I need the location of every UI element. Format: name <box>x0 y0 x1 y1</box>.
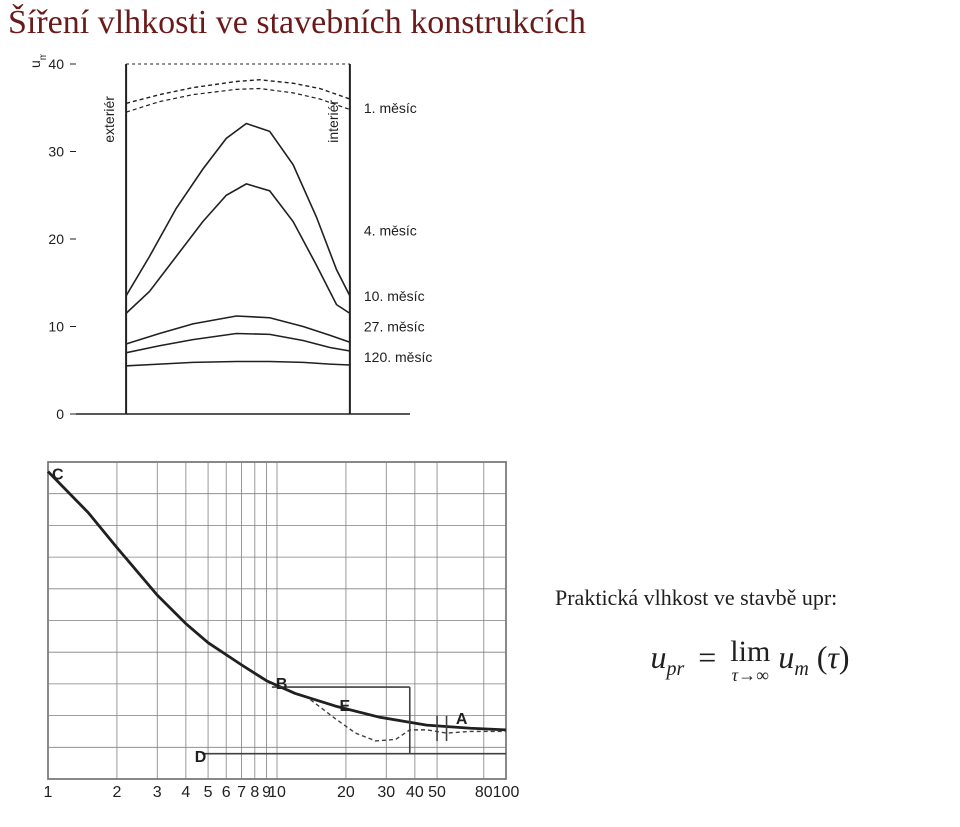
svg-text:10: 10 <box>48 319 64 335</box>
svg-text:1. měsíc: 1. měsíc <box>364 100 417 116</box>
svg-text:E: E <box>339 698 350 715</box>
svg-text:20: 20 <box>337 784 355 801</box>
svg-text:50: 50 <box>428 784 446 801</box>
svg-text:120. měsíc: 120. měsíc <box>364 349 432 365</box>
svg-text:27. měsíc: 27. měsíc <box>364 319 425 335</box>
svg-text:4. měsíc: 4. měsíc <box>364 222 417 238</box>
svg-text:0: 0 <box>56 406 64 422</box>
svg-text:6: 6 <box>222 784 231 801</box>
svg-text:8: 8 <box>250 784 259 801</box>
svg-text:30: 30 <box>377 784 395 801</box>
svg-text:30: 30 <box>48 144 64 160</box>
moisture-profile-chart: 010203040um (%)exteriérinteriér1. měsíc4… <box>20 54 520 434</box>
formula-equation: upr = lim τ→∞ um (τ) <box>555 635 945 686</box>
formula-block: Praktická vlhkost ve stavbě upr: upr = l… <box>555 585 945 686</box>
svg-text:7: 7 <box>237 784 246 801</box>
svg-text:4: 4 <box>181 784 190 801</box>
eq-lhs-sub: pr <box>666 658 684 680</box>
eq-rhs-var: u <box>778 639 794 675</box>
svg-text:5: 5 <box>204 784 213 801</box>
eq-lim: lim τ→∞ <box>730 635 770 686</box>
formula-caption-var: u <box>802 585 813 610</box>
eq-arg: τ <box>827 639 838 675</box>
svg-text:10: 10 <box>268 784 286 801</box>
eq-lparen: ( <box>817 639 828 675</box>
page-title: Šíření vlhkosti ve stavebních konstrukcí… <box>8 4 586 42</box>
svg-text:20: 20 <box>48 231 64 247</box>
eq-lim-under: τ→∞ <box>730 665 770 686</box>
eq-lim-word: lim <box>730 635 770 669</box>
svg-text:100: 100 <box>493 784 520 801</box>
svg-text:80: 80 <box>475 784 493 801</box>
svg-text:B: B <box>276 676 288 693</box>
drying-curve-chart: 123456789102030405080100CBEDA <box>20 450 520 815</box>
svg-text:exteriér: exteriér <box>101 96 117 143</box>
formula-caption-text: Praktická vlhkost ve stavbě <box>555 585 802 610</box>
formula-caption: Praktická vlhkost ve stavbě upr: <box>555 585 945 611</box>
eq-equals: = <box>692 639 722 675</box>
svg-text:2: 2 <box>112 784 121 801</box>
eq-rhs-sub: m <box>794 658 808 680</box>
svg-text:A: A <box>456 711 468 728</box>
formula-caption-sub: pr <box>813 585 831 610</box>
svg-text:C: C <box>52 467 64 484</box>
svg-text:3: 3 <box>153 784 162 801</box>
svg-text:um (%): um (%) <box>27 54 49 68</box>
svg-text:1: 1 <box>44 784 53 801</box>
svg-text:10. měsíc: 10. měsíc <box>364 288 425 304</box>
svg-text:40: 40 <box>48 56 64 72</box>
eq-lhs-var: u <box>650 639 666 675</box>
svg-text:D: D <box>195 749 207 766</box>
eq-rparen: ) <box>839 639 850 675</box>
svg-text:40: 40 <box>406 784 424 801</box>
